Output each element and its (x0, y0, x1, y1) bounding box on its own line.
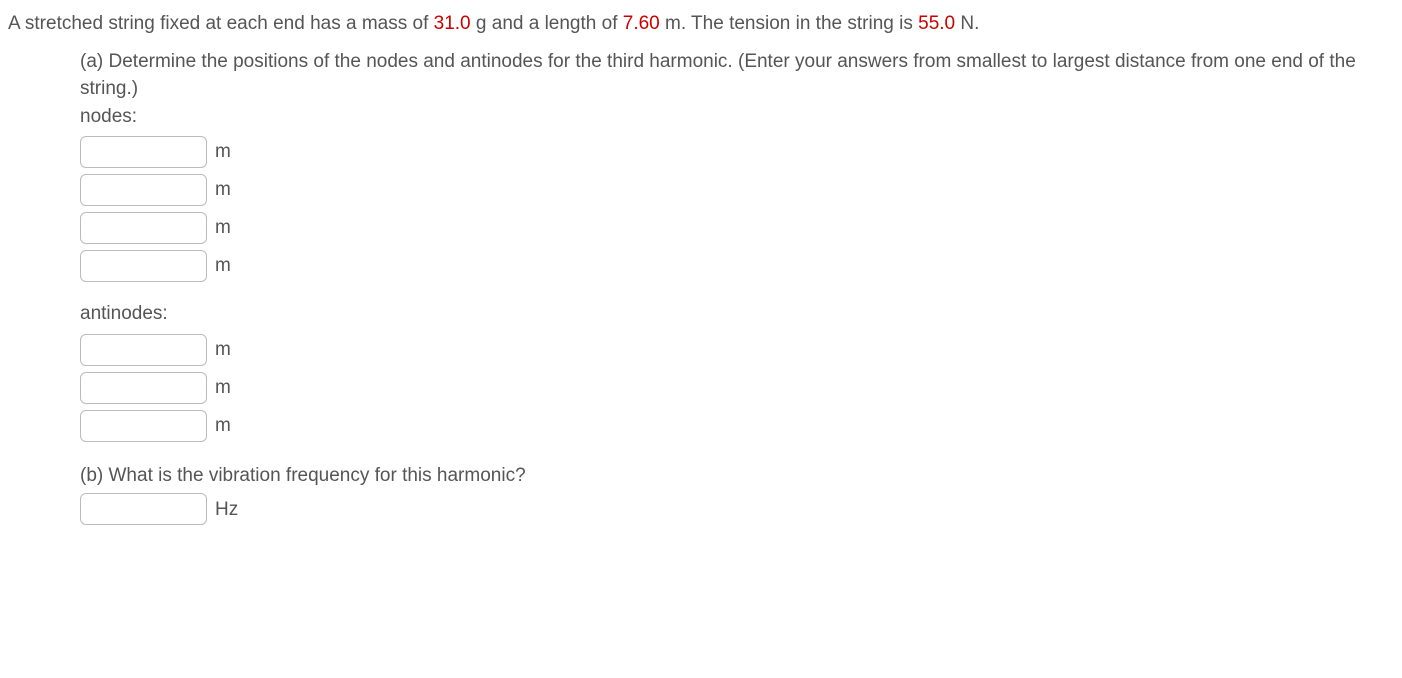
antinodes-inputs-group: m m m (80, 334, 1394, 442)
unit-label: m (215, 252, 231, 280)
part-a-block: (a) Determine the positions of the nodes… (8, 48, 1394, 526)
nodes-label: nodes: (80, 103, 1394, 131)
unit-label: m (215, 412, 231, 440)
unit-label: m (215, 214, 231, 242)
length-value: 7.60 (623, 13, 660, 34)
antinode-input-2[interactable] (80, 372, 207, 404)
antinode-input-row: m (80, 334, 1394, 366)
antinode-input-row: m (80, 372, 1394, 404)
antinode-input-row: m (80, 410, 1394, 442)
tension-suffix: N. (955, 13, 979, 34)
mass-value: 31.0 (434, 13, 471, 34)
node-input-row: m (80, 174, 1394, 206)
tension-value: 55.0 (918, 13, 955, 34)
unit-label: m (215, 374, 231, 402)
node-input-row: m (80, 136, 1394, 168)
frequency-input[interactable] (80, 493, 207, 525)
length-suffix: m. The tension in the string is (660, 13, 918, 34)
node-input-row: m (80, 212, 1394, 244)
node-input-4[interactable] (80, 250, 207, 282)
node-input-3[interactable] (80, 212, 207, 244)
node-input-row: m (80, 250, 1394, 282)
nodes-inputs-group: m m m m (80, 136, 1394, 282)
unit-label: Hz (215, 496, 238, 524)
antinodes-label: antinodes: (80, 300, 1394, 328)
mass-suffix: g and a length of (471, 13, 623, 34)
part-b-question: (b) What is the vibration frequency for … (80, 462, 1394, 490)
node-input-2[interactable] (80, 174, 207, 206)
problem-statement: A stretched string fixed at each end has… (8, 10, 1394, 38)
part-a-question: (a) Determine the positions of the nodes… (80, 48, 1394, 103)
antinode-input-1[interactable] (80, 334, 207, 366)
unit-label: m (215, 336, 231, 364)
unit-label: m (215, 138, 231, 166)
antinode-input-3[interactable] (80, 410, 207, 442)
freq-input-row: Hz (80, 493, 1394, 525)
unit-label: m (215, 176, 231, 204)
statement-prefix: A stretched string fixed at each end has… (8, 13, 434, 34)
node-input-1[interactable] (80, 136, 207, 168)
